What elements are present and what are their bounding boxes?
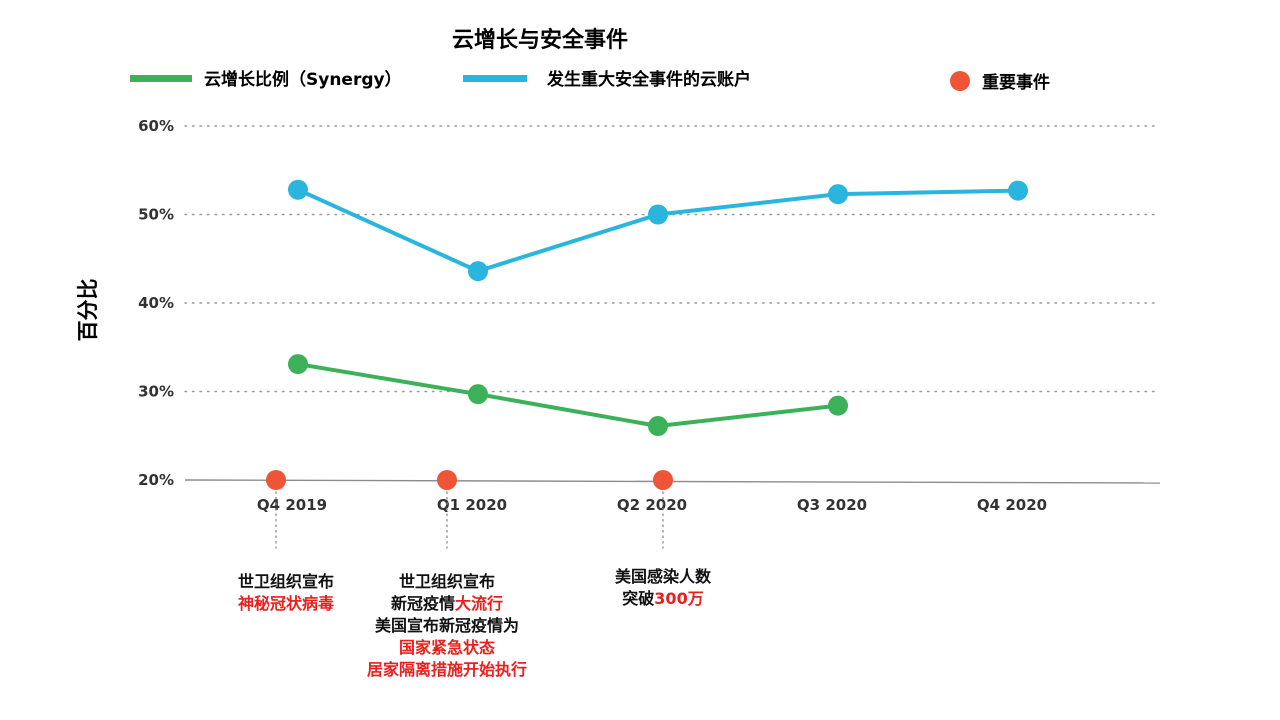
data-point — [468, 384, 488, 405]
event-marker — [653, 470, 673, 490]
event-annotation: 美国宣布新冠疫情为 — [375, 616, 519, 635]
series-0 — [288, 354, 848, 437]
y-ticks: 60% 50% 40% 30% 20% — [138, 117, 174, 489]
series-line — [297, 187, 1019, 274]
event-annotation: 世卫组织宣布 — [399, 572, 495, 591]
x-ticks: Q4 2019 Q1 2020 Q2 2020 Q3 2020 Q4 2020 — [257, 496, 1047, 514]
series-line — [297, 362, 839, 429]
event-annotation-segment: 大流行 — [455, 594, 503, 613]
data-point — [468, 261, 488, 282]
event-annotation-segment: 美国感染人数 — [615, 567, 712, 586]
series-1 — [288, 179, 1028, 282]
event-annotation-segment: 突破 — [622, 589, 654, 608]
event-annotation-segment: 居家隔离措施开始执行 — [367, 660, 527, 679]
y-tick-label: 30% — [138, 383, 174, 401]
data-point — [288, 354, 308, 375]
event-marker — [266, 470, 286, 490]
event-annotation-segment: 世卫组织宣布 — [399, 572, 495, 591]
legend-marker-event — [950, 71, 970, 91]
event-annotation: 世卫组织宣布 — [238, 572, 334, 591]
x-tick-label: Q2 2020 — [617, 496, 687, 514]
legend-swatch-green — [130, 75, 192, 82]
y-axis-label: 百分比 — [76, 279, 100, 342]
x-tick-label: Q4 2019 — [257, 496, 327, 514]
series — [288, 179, 1028, 437]
event-annotation: 居家隔离措施开始执行 — [367, 660, 527, 679]
legend-label-key-events: 重要事件 — [982, 72, 1050, 93]
data-point — [648, 204, 668, 225]
event-annotation: 国家紧急状态 — [399, 638, 495, 657]
event-annotation-segment: 国家紧急状态 — [399, 638, 495, 657]
event-annotation-segment: 美国宣布新冠疫情为 — [375, 616, 519, 635]
x-tick-label: Q3 2020 — [797, 496, 867, 514]
event-marker — [437, 470, 457, 490]
event-annotation-segment: 300万 — [654, 589, 703, 608]
event-annotation: 美国感染人数 — [615, 567, 712, 586]
legend-label-cloud-growth: 云增长比例（Synergy） — [204, 69, 402, 90]
event-annotation: 神秘冠状病毒 — [238, 594, 334, 613]
data-point — [1008, 180, 1028, 201]
chart-title: 云增长与安全事件 — [452, 27, 628, 53]
data-point — [648, 416, 668, 437]
y-tick-label: 60% — [138, 117, 174, 135]
grid — [184, 125, 1161, 484]
legend: 云增长比例（Synergy） 发生重大安全事件的云账户 重要事件 — [130, 69, 1050, 93]
legend-label-security-incidents: 发生重大安全事件的云账户 — [546, 69, 751, 90]
event-annotation-segment: 新冠疫情 — [391, 594, 455, 613]
data-point — [288, 179, 308, 200]
y-tick-label: 40% — [138, 294, 174, 312]
event-annotation: 突破300万 — [622, 589, 703, 608]
events: 世卫组织宣布神秘冠状病毒世卫组织宣布新冠疫情大流行美国宣布新冠疫情为国家紧急状态… — [238, 470, 712, 679]
x-tick-label: Q4 2020 — [977, 496, 1047, 514]
event-annotation-segment: 神秘冠状病毒 — [238, 594, 334, 613]
y-tick-label: 50% — [138, 206, 174, 224]
data-point — [828, 184, 848, 205]
event-annotation: 新冠疫情大流行 — [391, 594, 503, 613]
y-tick-label: 20% — [138, 471, 174, 489]
event-annotation-segment: 世卫组织宣布 — [238, 572, 334, 591]
legend-swatch-blue — [463, 75, 527, 82]
x-tick-label: Q1 2020 — [437, 496, 507, 514]
data-point — [828, 395, 848, 416]
